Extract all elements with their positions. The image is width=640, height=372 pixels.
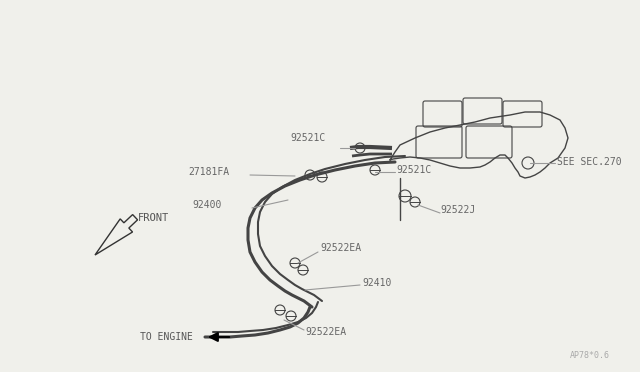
Text: 92522J: 92522J [440,205,476,215]
Text: TO ENGINE: TO ENGINE [140,332,193,342]
Text: 92522EA: 92522EA [320,243,361,253]
Text: 92521C: 92521C [290,133,325,143]
Text: 92400: 92400 [192,200,221,210]
Text: 92522EA: 92522EA [305,327,346,337]
Text: 92410: 92410 [362,278,392,288]
Text: SEE SEC.270: SEE SEC.270 [557,157,621,167]
Text: 27181FA: 27181FA [188,167,229,177]
Text: FRONT: FRONT [138,213,169,223]
Text: AP78*0.6: AP78*0.6 [570,351,610,360]
Text: 92521C: 92521C [396,165,431,175]
